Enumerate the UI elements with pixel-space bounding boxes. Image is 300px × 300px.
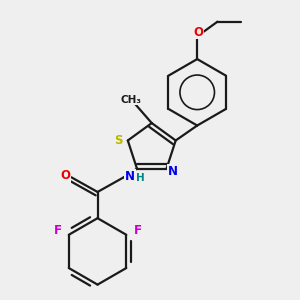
Text: CH₃: CH₃ [121,94,142,105]
Text: F: F [134,224,142,237]
Text: H: H [136,173,145,183]
Text: O: O [194,26,204,39]
Text: F: F [54,224,61,237]
Text: S: S [114,134,122,147]
Text: O: O [60,169,70,182]
Text: N: N [125,170,135,183]
Text: N: N [168,165,178,178]
